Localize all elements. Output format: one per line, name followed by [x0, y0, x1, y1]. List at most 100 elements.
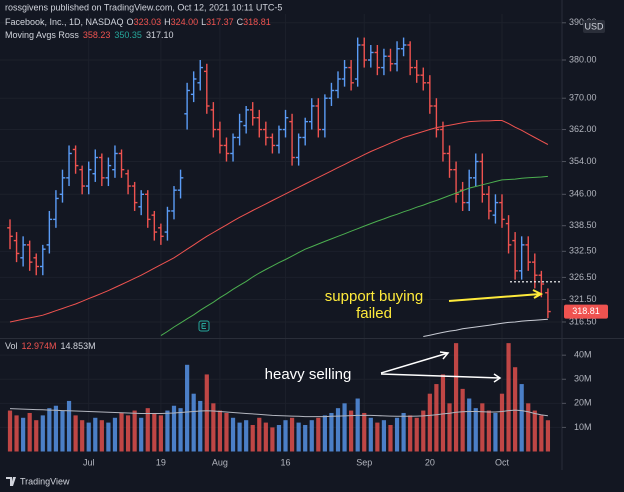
volume-bar	[513, 367, 518, 452]
volume-bar	[224, 412, 229, 452]
earnings-icon	[198, 320, 210, 332]
y-tick-label: 30M	[574, 374, 592, 384]
volume-bar	[86, 422, 91, 452]
volume-bar	[204, 374, 209, 452]
earnings-glyph	[201, 323, 206, 329]
volume-bar	[171, 405, 177, 452]
volume-bar	[119, 412, 124, 452]
volume-bar	[276, 425, 282, 452]
publisher: rossgivens published on TradingView.com,…	[5, 2, 282, 12]
symbol: Facebook, Inc., 1D, NASDAQ	[5, 17, 124, 27]
annotation-arrow	[380, 351, 450, 374]
volume-bar	[237, 422, 242, 452]
currency-box	[583, 20, 605, 33]
ohlc-label: O	[127, 17, 134, 27]
y-tick-label: 332.50	[569, 246, 597, 256]
annotation: support buying	[325, 288, 423, 305]
moving-average	[160, 175, 548, 337]
vol-value: 14.853M	[61, 341, 96, 351]
y-tick-label: 380.00	[569, 54, 597, 64]
footer-bar	[0, 470, 624, 492]
currency: USD	[584, 21, 604, 31]
volume-legend: Vol 12.974M 14.853M	[5, 341, 96, 351]
volume-bar	[230, 417, 236, 452]
ma-value: 350.35	[114, 30, 142, 40]
y-tick-label: 20M	[574, 398, 592, 408]
volume-bar	[145, 408, 150, 452]
last-price-box	[564, 304, 608, 319]
moving-average	[423, 318, 548, 337]
volume-bar	[303, 425, 308, 452]
y-tick-label: 316.50	[569, 316, 597, 326]
volume-bar	[388, 425, 393, 452]
ohlc-value: 317.37	[206, 17, 234, 27]
volume-bar	[93, 417, 98, 452]
volume-bar	[40, 415, 45, 452]
volume-bar	[467, 398, 472, 452]
x-tick-label: Oct	[495, 457, 510, 467]
volume-bar	[506, 343, 511, 452]
volume-bar	[453, 343, 459, 452]
ma-name: Moving Avgs Ross	[5, 30, 79, 40]
annotation-arrow	[448, 289, 544, 302]
volume-bar	[152, 412, 157, 452]
y-tick-label: 390.00	[569, 17, 597, 27]
volume-bar	[322, 415, 327, 452]
ma-legend: Moving Avgs Ross 358.23 350.35 317.10	[5, 30, 173, 40]
volume-bar	[355, 398, 360, 452]
volume-bar	[106, 422, 111, 452]
ohlc-value: 324.00	[171, 17, 199, 27]
volume-bar	[158, 415, 163, 452]
volume-bar	[244, 420, 249, 452]
volume-bar	[460, 388, 465, 452]
volume-bar	[66, 400, 72, 452]
volume-bar	[368, 417, 373, 452]
y-tick-label: 346.00	[569, 189, 597, 199]
moving-average	[9, 408, 548, 418]
ma-value: 317.10	[146, 30, 174, 40]
volume-bar	[53, 405, 59, 452]
volume-bar	[316, 417, 321, 452]
volume-bar	[257, 417, 262, 452]
volume-bar	[434, 384, 439, 452]
ohlc-label: L	[201, 17, 206, 27]
volume-bar	[394, 417, 400, 452]
volume-bar	[80, 420, 85, 452]
moving-average	[9, 120, 549, 323]
ohlc-value: 323.03	[134, 17, 162, 27]
y-tick-label: 370.00	[569, 93, 597, 103]
volume-bar	[427, 393, 432, 452]
volume-bar	[14, 415, 19, 452]
x-tick-label: 19	[156, 457, 166, 467]
volume-bar	[289, 417, 295, 452]
vol-value: 12.974M	[22, 341, 57, 351]
volume-bar	[329, 412, 334, 452]
x-tick-label: 20	[425, 457, 435, 467]
volume-bar	[211, 403, 216, 452]
volume-bar	[283, 420, 288, 452]
volume-bar	[250, 425, 255, 452]
volume-bar	[21, 417, 26, 452]
footer: TradingView	[0, 470, 624, 492]
annotation: heavy selling	[265, 366, 352, 383]
volume-bar	[263, 422, 268, 452]
volume-bar	[60, 410, 65, 452]
last-price-label: 318.81	[572, 306, 600, 316]
vol-name: Vol	[5, 341, 18, 351]
volume-bar	[480, 403, 485, 452]
volume-bar	[499, 393, 505, 452]
volume-bar	[34, 420, 39, 452]
volume-bar	[545, 420, 551, 452]
volume-bar	[99, 420, 104, 452]
volume-bar	[309, 420, 314, 452]
x-tick-label: Aug	[212, 457, 228, 467]
y-tick-label: 40M	[574, 350, 592, 360]
volume-bar	[362, 412, 367, 452]
symbol-legend: Facebook, Inc., 1D, NASDAQ O323.03 H324.00…	[5, 17, 271, 27]
annotation-arrow	[380, 373, 502, 383]
y-tick-label: 354.00	[569, 156, 597, 166]
volume-bar	[447, 403, 452, 452]
volume-bar	[342, 403, 347, 452]
volume-bar	[47, 408, 52, 452]
